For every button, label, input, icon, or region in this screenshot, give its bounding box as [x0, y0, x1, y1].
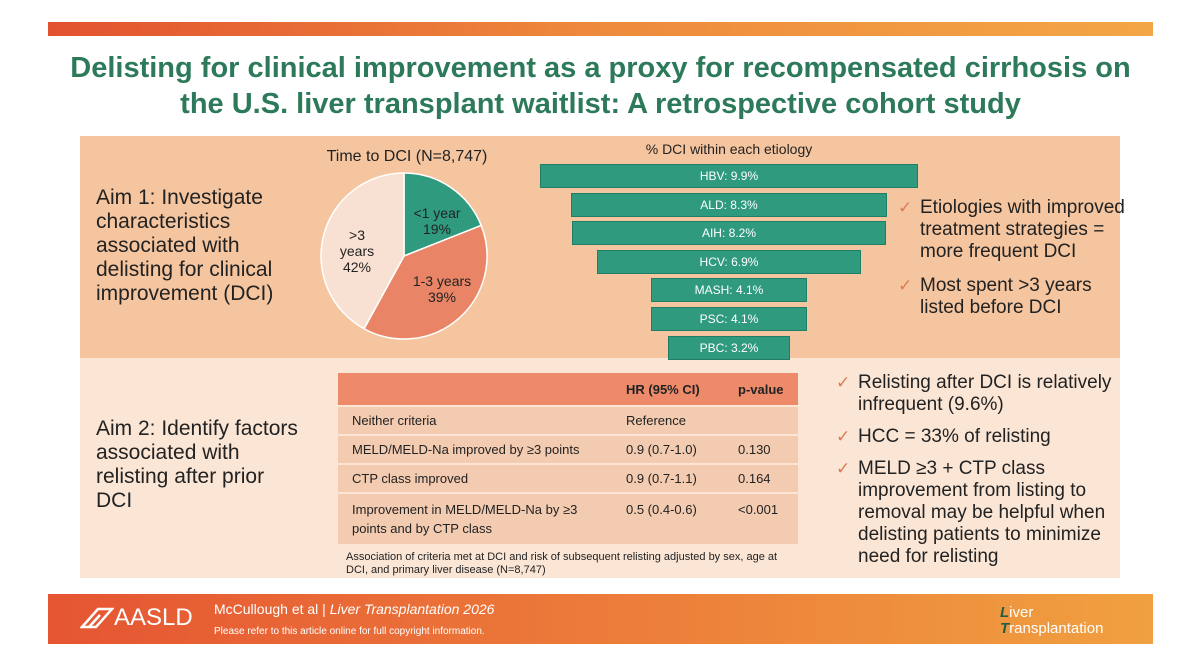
- pie-chart: [320, 172, 488, 340]
- journal-logo: Liver Transplantation: [1000, 604, 1104, 637]
- aim1-text: Aim 1: Investigate characteristics assoc…: [96, 186, 274, 305]
- table-cell: Improvement in MELD/MELD-Na by ≥3 points…: [338, 494, 616, 544]
- table-cell: <0.001: [728, 494, 798, 544]
- funnel-bar-psc: PSC: 4.1%: [650, 307, 808, 331]
- table-cell: MELD/MELD-Na improved by ≥3 points: [338, 436, 616, 463]
- citation: McCullough et al | Liver Transplantation…: [214, 601, 495, 617]
- pie-slice-1: [362, 224, 488, 340]
- table-cell: [728, 407, 798, 434]
- funnel-bar-aih: AIH: 8.2%: [572, 221, 886, 246]
- pie-label-1to3: 1-3 years 39%: [412, 273, 472, 305]
- aim2-findings: ✓ Relisting after DCI is relatively infre…: [836, 372, 1126, 578]
- copyright-note: Please refer to this article online for …: [214, 626, 485, 637]
- finding-item: ✓ HCC = 33% of relisting: [836, 426, 1051, 447]
- finding-item: ✓ Relisting after DCI is relatively infre…: [836, 372, 1112, 415]
- finding-item: ✓ Most spent >3 years listed before DCI: [898, 275, 1092, 318]
- pie-label-lt1: <1 year 19%: [413, 205, 461, 237]
- table-header: p-value: [728, 373, 798, 405]
- table-cell: 0.5 (0.4-0.6): [616, 494, 728, 544]
- funnel-bar-mash: MASH: 4.1%: [650, 278, 808, 303]
- aim2-text: Aim 2: Identify factors associated with …: [96, 417, 298, 512]
- aasld-logo-icon: [80, 607, 114, 629]
- funnel-bar-ald: ALD: 8.3%: [570, 192, 888, 217]
- footer-bar: [48, 594, 1153, 644]
- pie-chart-title: Time to DCI (N=8,747): [326, 148, 488, 165]
- table-cell: CTP class improved: [338, 465, 616, 492]
- pie-slice-2: [320, 172, 405, 330]
- funnel-chart-title: % DCI within each etiology: [645, 141, 813, 157]
- finding-item: ✓ Etiologies with improved treatment stra…: [898, 197, 1125, 262]
- table-header: HR (95% CI): [616, 373, 728, 405]
- table-row: CTP class improved 0.9 (0.7-1.1) 0.164: [338, 465, 798, 492]
- funnel-bar-pbc: PBC: 3.2%: [667, 335, 791, 360]
- check-icon: ✓: [898, 198, 913, 217]
- aim1-findings: ✓ Etiologies with improved treatment stra…: [898, 197, 1126, 331]
- funnel-bar-hbv: HBV: 9.9%: [540, 164, 918, 188]
- page-title: Delisting for clinical improvement as a …: [70, 52, 1131, 120]
- table-cell: 0.9 (0.7-1.0): [616, 436, 728, 463]
- table-header-row: HR (95% CI) p-value: [338, 373, 798, 405]
- table-footnote: Association of criteria met at DCI and r…: [346, 551, 778, 576]
- table-header: [338, 373, 616, 405]
- pie-label-gt3: >3 years 42%: [339, 227, 375, 275]
- finding-item: ✓ MELD ≥3 + CTP class improvement from li…: [836, 458, 1106, 567]
- table-row: MELD/MELD-Na improved by ≥3 points 0.9 (…: [338, 436, 798, 463]
- pie-slice-0: [403, 172, 483, 258]
- table-cell: Reference: [616, 407, 728, 434]
- check-icon: ✓: [836, 373, 851, 392]
- table-row: Neither criteria Reference: [338, 407, 798, 434]
- table-row: Improvement in MELD/MELD-Na by ≥3 points…: [338, 494, 798, 544]
- table-cell: 0.9 (0.7-1.1): [616, 465, 728, 492]
- top-accent-bar: [48, 22, 1153, 36]
- funnel-bar-hcv: HCV: 6.9%: [597, 249, 861, 274]
- check-icon: ✓: [898, 276, 913, 295]
- check-icon: ✓: [836, 459, 851, 478]
- table-cell: Neither criteria: [338, 407, 616, 434]
- aasld-logo: AASLD: [80, 604, 193, 632]
- hazard-ratio-table: HR (95% CI) p-value Neither criteria Ref…: [338, 371, 798, 546]
- check-icon: ✓: [836, 427, 851, 446]
- table-cell: 0.164: [728, 465, 798, 492]
- table-cell: 0.130: [728, 436, 798, 463]
